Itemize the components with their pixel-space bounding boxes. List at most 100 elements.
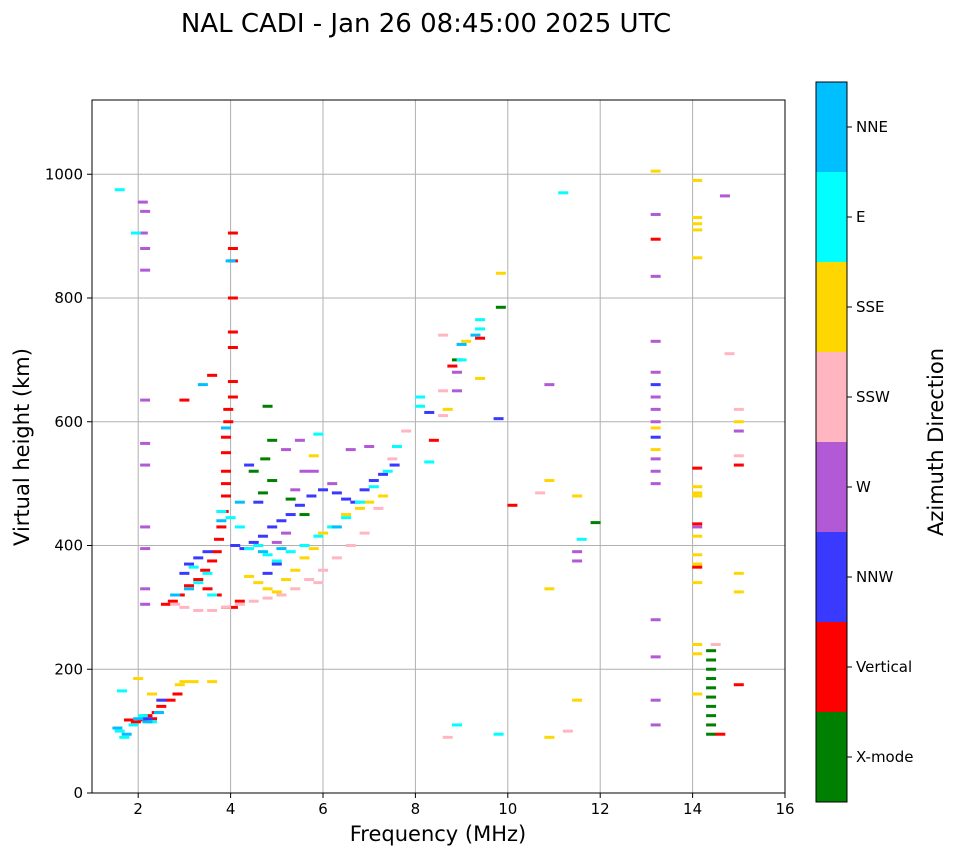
data-point bbox=[271, 590, 282, 594]
data-point bbox=[387, 457, 398, 461]
data-point bbox=[267, 479, 278, 483]
data-point bbox=[147, 692, 158, 696]
data-point bbox=[313, 534, 324, 538]
data-point bbox=[140, 247, 151, 250]
data-point bbox=[391, 445, 402, 448]
data-point bbox=[294, 438, 305, 442]
data-point bbox=[475, 376, 486, 380]
plot-area: 2 4 6 8 10 12 14 16 0 200 400 600 800 1000 bbox=[45, 99, 795, 818]
data-point bbox=[345, 448, 356, 452]
data-point bbox=[271, 540, 282, 544]
colorbar-swatch bbox=[816, 442, 847, 532]
data-point bbox=[188, 680, 199, 684]
data-point bbox=[227, 346, 238, 349]
data-point bbox=[216, 519, 227, 523]
colorbar-swatch bbox=[816, 262, 847, 352]
data-point bbox=[650, 426, 661, 430]
data-point bbox=[285, 550, 296, 554]
data-point bbox=[650, 448, 661, 452]
data-point bbox=[121, 732, 132, 736]
x-tick-label: 8 bbox=[411, 800, 421, 818]
y-tick-label: 0 bbox=[73, 784, 83, 802]
data-point bbox=[299, 513, 310, 517]
data-point bbox=[267, 525, 278, 529]
colorbar-swatch bbox=[816, 352, 847, 442]
data-point bbox=[650, 395, 661, 399]
data-point bbox=[650, 169, 661, 173]
x-axis-label: Frequency (MHz) bbox=[350, 822, 526, 846]
data-point bbox=[234, 525, 245, 529]
data-point bbox=[271, 559, 282, 563]
colorbar-title: Azimuth Direction bbox=[924, 348, 948, 536]
data-point bbox=[140, 398, 151, 402]
data-point bbox=[650, 457, 661, 461]
data-point bbox=[290, 568, 301, 572]
data-point bbox=[227, 380, 238, 384]
data-point bbox=[253, 544, 264, 547]
data-point bbox=[202, 550, 213, 554]
data-point bbox=[308, 454, 319, 458]
data-point bbox=[692, 562, 703, 566]
data-point bbox=[167, 599, 178, 603]
data-point bbox=[562, 729, 573, 733]
series-x-mode bbox=[248, 305, 717, 736]
y-tick-label: 800 bbox=[54, 289, 83, 307]
data-point bbox=[354, 506, 365, 510]
data-point bbox=[692, 565, 703, 569]
data-point bbox=[535, 491, 546, 495]
data-point bbox=[290, 587, 301, 591]
data-point bbox=[160, 602, 171, 606]
series-nne bbox=[112, 259, 481, 736]
data-point bbox=[172, 692, 183, 696]
data-point bbox=[227, 395, 238, 399]
data-point bbox=[650, 212, 661, 216]
data-point bbox=[156, 704, 167, 708]
colorbar-label: E bbox=[856, 208, 865, 226]
data-point bbox=[382, 469, 393, 473]
data-point bbox=[706, 723, 717, 727]
data-point bbox=[544, 383, 555, 387]
x-tick-label: 6 bbox=[318, 800, 328, 818]
data-point bbox=[706, 704, 717, 708]
data-point bbox=[424, 410, 435, 414]
data-point bbox=[706, 732, 717, 736]
data-point bbox=[140, 268, 151, 272]
data-point bbox=[692, 652, 703, 656]
data-point bbox=[179, 398, 190, 402]
data-point bbox=[179, 605, 190, 609]
data-point bbox=[153, 711, 164, 715]
data-point bbox=[341, 497, 352, 501]
data-point bbox=[475, 318, 486, 322]
data-point bbox=[271, 562, 282, 566]
data-point bbox=[112, 726, 123, 730]
data-point bbox=[133, 717, 144, 721]
data-point bbox=[401, 429, 412, 433]
data-point bbox=[276, 519, 287, 523]
data-point bbox=[692, 256, 703, 260]
plot-frame bbox=[91, 99, 786, 794]
data-point bbox=[174, 683, 185, 687]
series-ssw bbox=[170, 333, 744, 739]
data-point bbox=[257, 534, 268, 538]
data-point bbox=[253, 500, 264, 504]
data-point bbox=[262, 587, 273, 591]
x-axis-ticks: 2 4 6 8 10 12 14 16 bbox=[133, 793, 795, 818]
data-point bbox=[262, 553, 273, 557]
colorbar-label: NNW bbox=[856, 568, 893, 586]
data-point bbox=[364, 500, 375, 504]
chart-title: NAL CADI - Jan 26 08:45:00 2025 UTC bbox=[181, 9, 671, 39]
data-point bbox=[197, 383, 208, 387]
data-point bbox=[442, 735, 453, 739]
data-point bbox=[220, 451, 231, 455]
data-point bbox=[733, 429, 744, 433]
data-point bbox=[650, 383, 661, 387]
data-point bbox=[170, 593, 181, 597]
data-point bbox=[220, 482, 231, 486]
data-point bbox=[119, 735, 130, 739]
data-point bbox=[331, 525, 342, 529]
data-point bbox=[415, 404, 426, 408]
data-point bbox=[378, 472, 389, 476]
data-point bbox=[442, 407, 453, 411]
series-sse bbox=[133, 169, 744, 739]
data-point bbox=[692, 525, 703, 529]
